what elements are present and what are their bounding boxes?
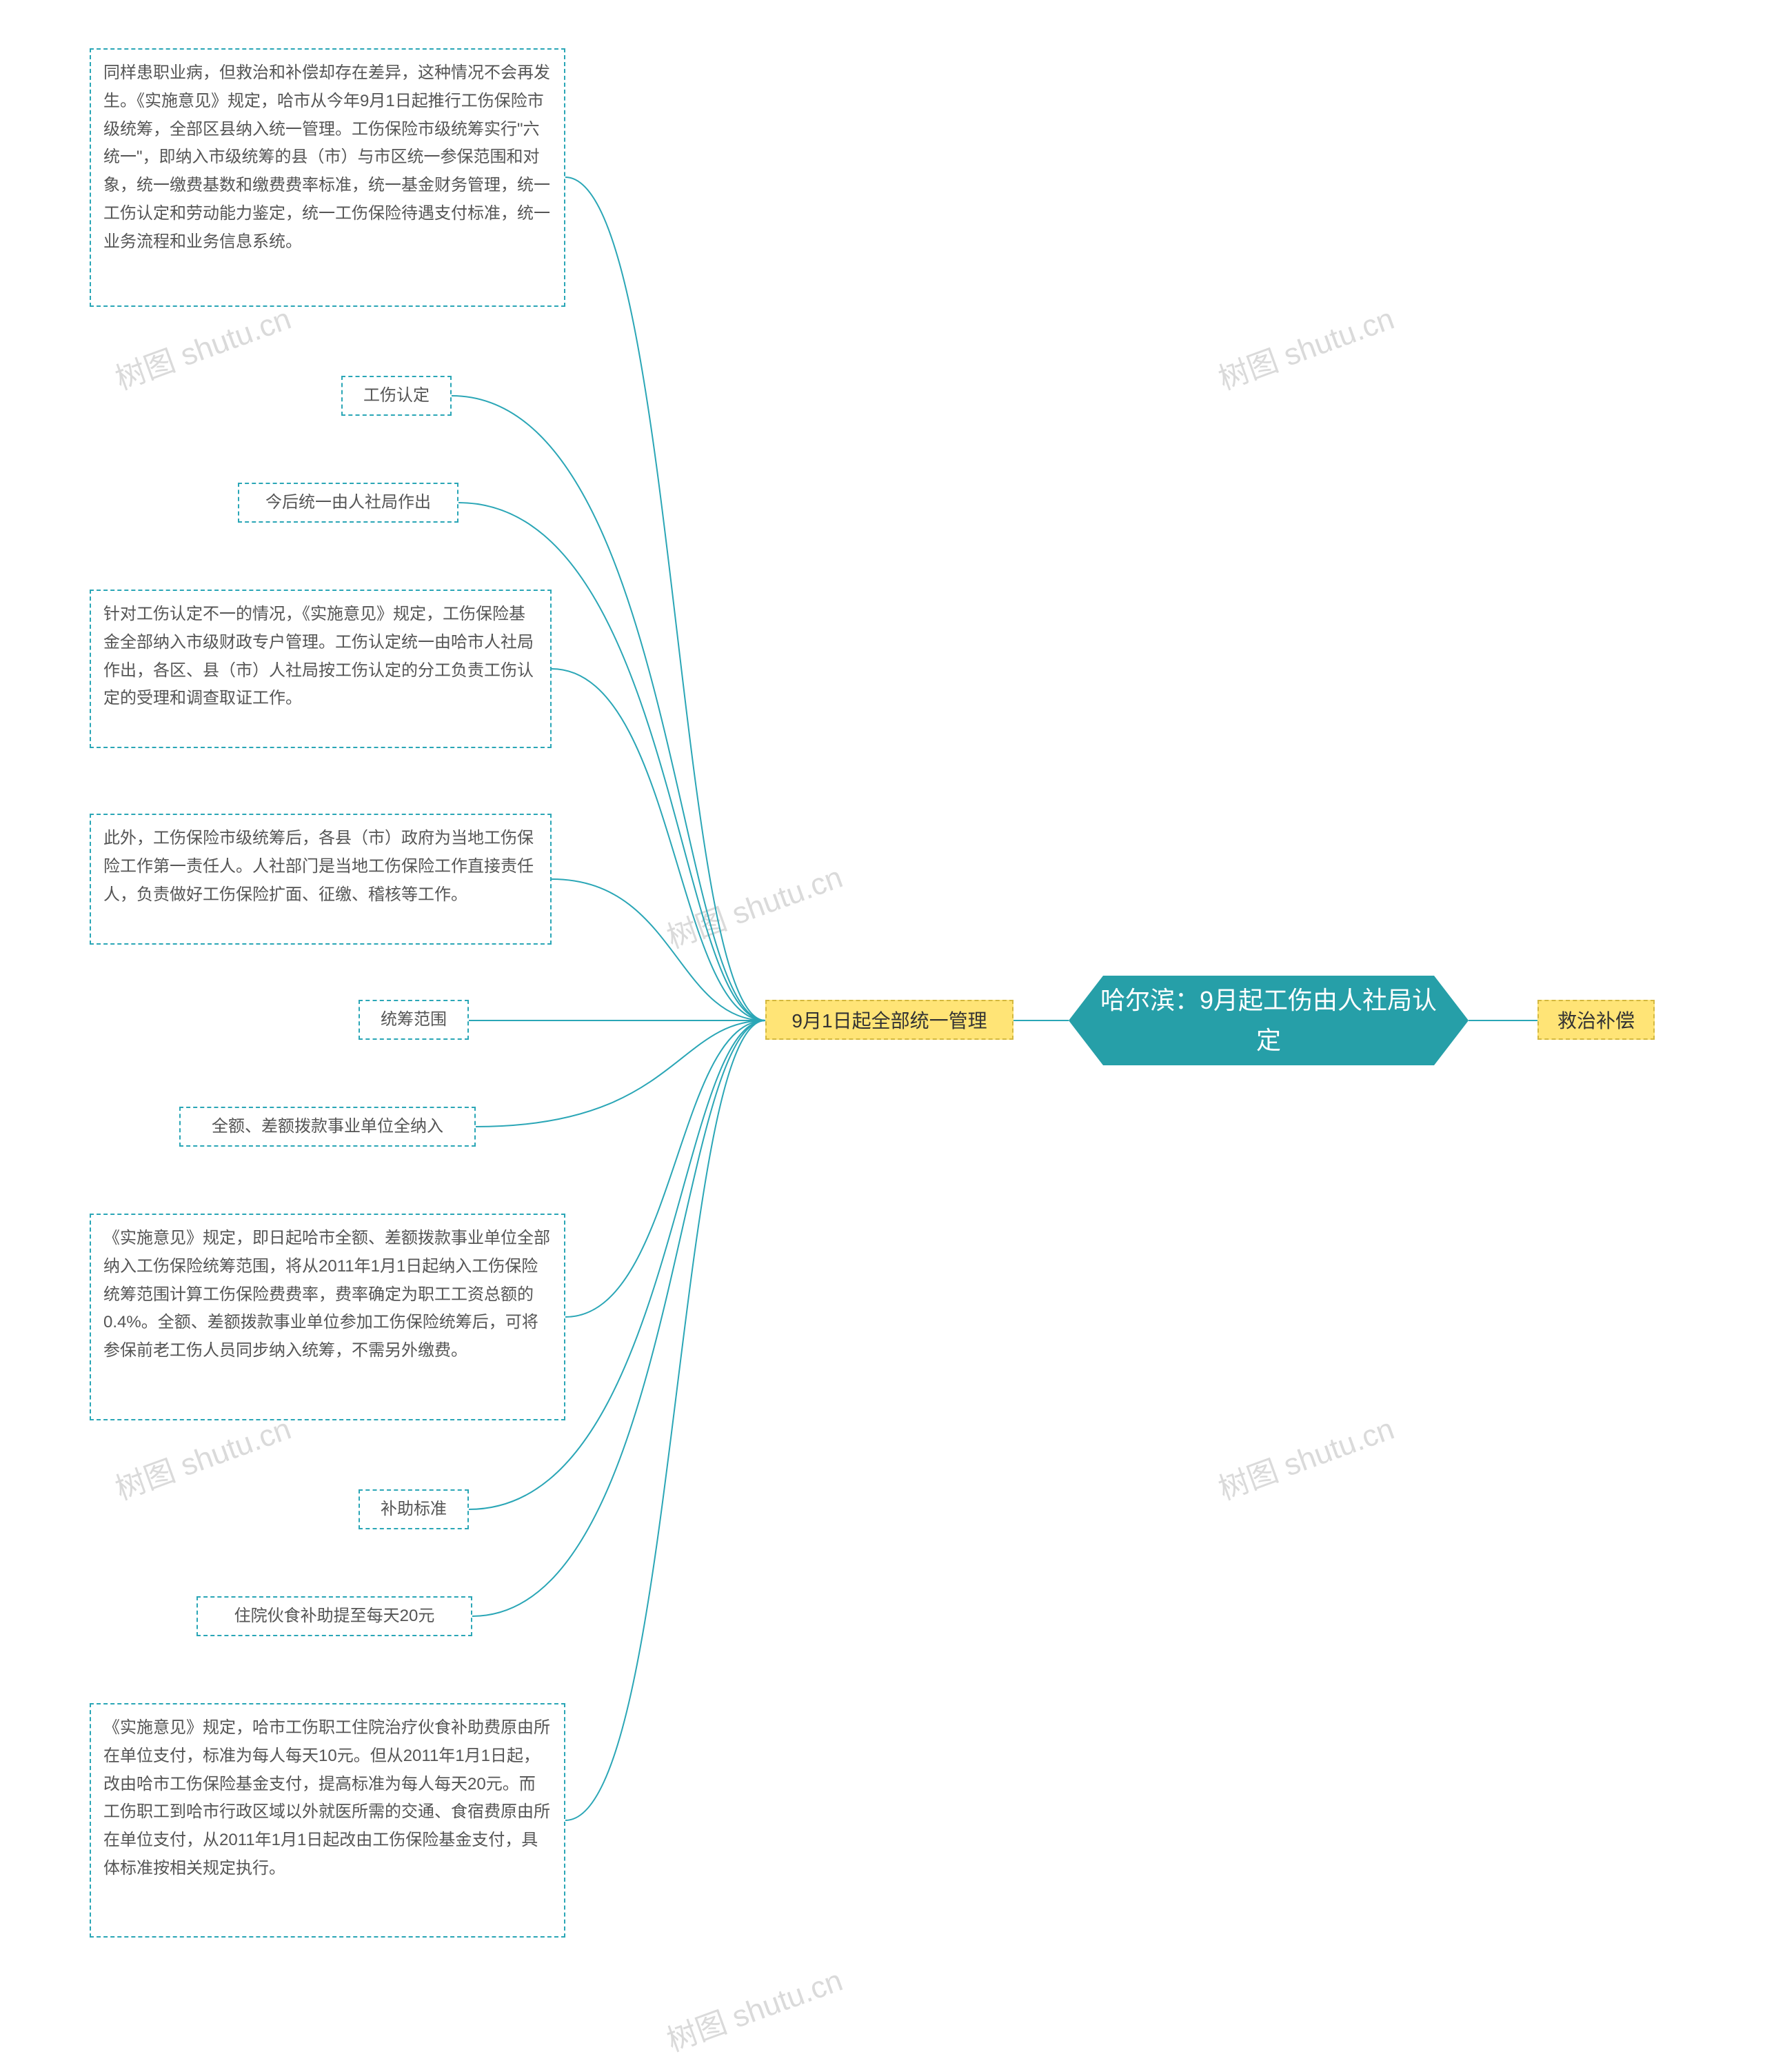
branch-right: 救治补偿 — [1537, 1000, 1655, 1040]
leaf-text: 住院伙食补助提至每天20元 — [234, 1602, 435, 1631]
leaf-text: 全额、差额拨款事业单位全纳入 — [212, 1113, 443, 1141]
watermark: 树图 shutu.cn — [108, 294, 296, 398]
leaf-p2: 工伤认定 — [341, 376, 452, 416]
root-title: 哈尔滨：9月起工伤由人社局认定 — [1069, 980, 1469, 1060]
leaf-p8: 《实施意见》规定，即日起哈市全额、差额拨款事业单位全部纳入工伤保险统筹范围，将从… — [90, 1214, 565, 1420]
leaf-text: 统筹范围 — [381, 1006, 447, 1034]
leaf-p11: 《实施意见》规定，哈市工伤职工住院治疗伙食补助费原由所在单位支付，标准为每人每天… — [90, 1703, 565, 1938]
leaf-text: 补助标准 — [381, 1496, 447, 1524]
branch-left: 9月1日起全部统一管理 — [765, 1000, 1013, 1040]
leaf-p10: 住院伙食补助提至每天20元 — [196, 1596, 472, 1636]
leaf-p7: 全额、差额拨款事业单位全纳入 — [179, 1107, 476, 1147]
leaf-text: 《实施意见》规定，哈市工伤职工住院治疗伙食补助费原由所在单位支付，标准为每人每天… — [103, 1718, 550, 1878]
branch-right-label: 救治补偿 — [1557, 1006, 1635, 1034]
leaf-text: 今后统一由人社局作出 — [265, 489, 431, 517]
leaf-p3: 今后统一由人社局作出 — [238, 483, 458, 523]
leaf-p5: 此外，工伤保险市级统筹后，各县（市）政府为当地工伤保险工作第一责任人。人社部门是… — [90, 814, 552, 945]
watermark: 树图 shutu.cn — [1211, 294, 1399, 398]
leaf-text: 《实施意见》规定，即日起哈市全额、差额拨款事业单位全部纳入工伤保险统筹范围，将从… — [103, 1229, 550, 1360]
leaf-text: 工伤认定 — [363, 382, 430, 410]
watermark: 树图 shutu.cn — [660, 852, 847, 956]
leaf-text: 同样患职业病，但救治和补偿却存在差异，这种情况不会再发生。《实施意见》规定，哈市… — [103, 63, 550, 251]
root-node: 哈尔滨：9月起工伤由人社局认定 — [1069, 976, 1469, 1065]
leaf-p1: 同样患职业病，但救治和补偿却存在差异，这种情况不会再发生。《实施意见》规定，哈市… — [90, 48, 565, 307]
leaf-text: 此外，工伤保险市级统筹后，各县（市）政府为当地工伤保险工作第一责任人。人社部门是… — [103, 829, 534, 904]
leaf-text: 针对工伤认定不一的情况，《实施意见》规定，工伤保险基金全部纳入市级财政专户管理。… — [103, 605, 534, 707]
watermark: 树图 shutu.cn — [1211, 1404, 1399, 1508]
leaf-p9: 补助标准 — [359, 1489, 469, 1529]
leaf-p4: 针对工伤认定不一的情况，《实施意见》规定，工伤保险基金全部纳入市级财政专户管理。… — [90, 590, 552, 748]
leaf-p6: 统筹范围 — [359, 1000, 469, 1040]
branch-left-label: 9月1日起全部统一管理 — [791, 1006, 987, 1034]
watermark: 树图 shutu.cn — [660, 1955, 847, 2060]
